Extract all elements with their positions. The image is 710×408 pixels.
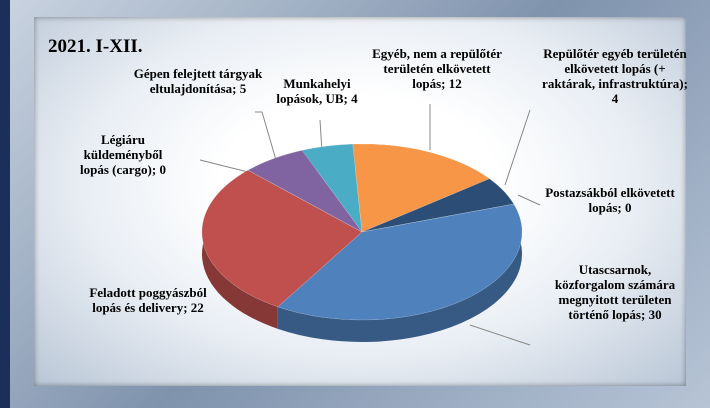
slice-value: 0 — [159, 162, 166, 177]
separator: ; — [151, 162, 160, 177]
slice-value: 0 — [625, 200, 632, 215]
separator: ; — [641, 307, 649, 322]
slice-label: Munkahelyi lopások, UB; 4 — [267, 76, 367, 106]
separator: ; — [441, 76, 449, 91]
separator: ; — [683, 76, 688, 91]
pie-slice — [301, 143, 363, 233]
separator: ; — [617, 200, 625, 215]
slice-name: Postazsákból elkövetett lopás — [545, 185, 675, 215]
leader-lines — [199, 104, 541, 346]
pie-slice — [201, 169, 363, 308]
slice-label: Feladott poggyászból lopás és delivery; … — [81, 285, 216, 315]
slice-value: 5 — [239, 81, 247, 96]
pie-side — [277, 204, 523, 343]
separator: ; — [232, 81, 240, 96]
separator: ; — [183, 300, 191, 315]
slice-label: Utascsarnok, közforgalom számára megnyit… — [545, 262, 685, 322]
pie-tops — [201, 143, 523, 321]
slice-label: Egyéb, nem a repülőtér területén elkövet… — [367, 46, 507, 91]
slice-name: Egyéb, nem a repülőtér területén elkövet… — [372, 46, 502, 91]
pie-slice — [277, 203, 523, 321]
slice-value: 4 — [351, 91, 358, 106]
slice-name: Repülőtér egyéb területén elkövetett lop… — [542, 46, 687, 91]
pie-slice — [352, 143, 490, 233]
slice-name: Feladott poggyászból lopás és delivery — [89, 285, 207, 315]
slice-name: Munkahelyi lopások, UB — [276, 76, 351, 106]
slice-name: Utascsarnok, közforgalom számára megnyit… — [554, 262, 676, 322]
slice-name: Légiáru küldeményből lopás (cargo) — [80, 132, 163, 177]
slice-label: Postazsákból elkövetett lopás; 0 — [535, 185, 685, 215]
slice-value: 4 — [611, 91, 619, 106]
slice-value: 12 — [448, 76, 462, 91]
slice-label: Légiáru küldeményből lopás (cargo); 0 — [68, 132, 178, 177]
pie-slice — [361, 178, 515, 233]
slice-name: Gépen felejtett tárgyak eltulajdonítása — [133, 66, 263, 96]
pie-slice — [247, 150, 363, 233]
chart-title: 2021. I-XII. — [48, 36, 143, 57]
separator: ; — [343, 91, 352, 106]
slice-label: Gépen felejtett tárgyak eltulajdonítása;… — [133, 66, 263, 96]
slice-value: 30 — [648, 307, 662, 322]
slice-label: Repülőtér egyéb területén elkövetett lop… — [540, 46, 690, 106]
slice-value: 22 — [190, 300, 204, 315]
